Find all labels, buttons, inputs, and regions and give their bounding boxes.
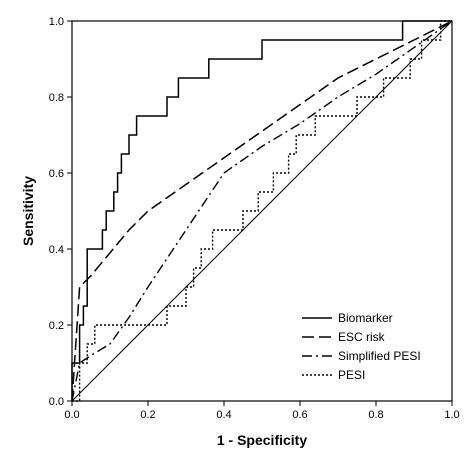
plot-frame [71, 20, 453, 402]
curves-layer [71, 20, 453, 402]
y-tick-label: 0.8 [49, 92, 64, 104]
x-tick-label: 0.4 [216, 409, 231, 421]
x-axis-title: 1 - Specificity [217, 432, 307, 448]
legend-label: Simplified PESI [338, 349, 421, 363]
x-tick-label: 0.0 [64, 409, 79, 421]
legend-label: ESC risk [338, 330, 386, 344]
x-tick-label: 1.0 [444, 409, 459, 421]
esc-risk-curve [71, 20, 453, 402]
legend-label: Biomarker [338, 311, 393, 325]
legend-label: PESI [338, 368, 365, 382]
x-tick-label: 0.2 [140, 409, 155, 421]
x-axis-ticks: 0.0 0.2 0.4 0.6 0.8 1.0 [64, 401, 460, 421]
reference-diagonal-curve [71, 20, 453, 402]
x-tick-label: 0.8 [368, 409, 383, 421]
simplified-pesi-curve [71, 20, 453, 402]
y-axis-ticks: 0.0 0.2 0.4 0.6 0.8 1.0 [49, 16, 72, 408]
y-tick-label: 0.0 [49, 396, 64, 408]
y-axis-title: Sensitivity [20, 176, 36, 246]
x-tick-label: 0.6 [292, 409, 307, 421]
y-tick-label: 0.6 [49, 168, 64, 180]
legend: Biomarker ESC risk Simplified PESI PESI [302, 311, 421, 382]
y-tick-label: 0.2 [49, 320, 64, 332]
y-tick-label: 1.0 [49, 16, 64, 28]
pesi-curve [72, 20, 452, 402]
biomarker-curve [71, 20, 452, 401]
y-tick-label: 0.4 [49, 244, 64, 256]
